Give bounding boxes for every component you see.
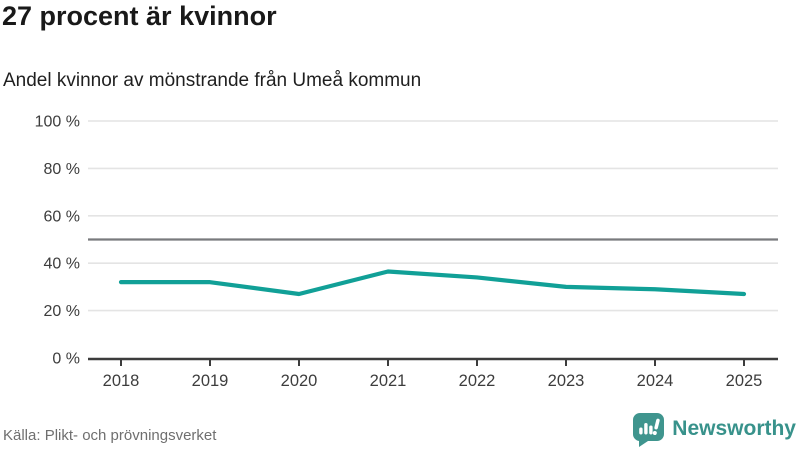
x-tick-label: 2025 xyxy=(726,372,763,390)
chart-subtitle: Andel kvinnor av mönstrande från Umeå ko… xyxy=(3,70,422,91)
newsworthy-wordmark: Newsworthy xyxy=(672,417,796,440)
y-tick-label: 40 % xyxy=(44,256,80,273)
chart-title: 27 procent är kvinnor xyxy=(2,1,277,31)
x-tick-label: 2024 xyxy=(637,372,674,390)
newsworthy-logo-icon xyxy=(633,412,665,447)
x-tick-label: 2023 xyxy=(548,372,585,390)
y-tick-label: 60 % xyxy=(44,208,80,225)
x-tick-label: 2021 xyxy=(370,372,407,390)
series-line xyxy=(118,269,747,297)
x-tick-label: 2020 xyxy=(281,372,318,390)
y-tick-label: 100 % xyxy=(35,114,80,131)
x-tick-label: 2019 xyxy=(192,372,229,390)
x-tick-label: 2018 xyxy=(103,372,140,390)
newsworthy-brand: Newsworthy xyxy=(632,411,796,447)
y-tick-label: 0 % xyxy=(52,351,80,368)
y-tick-label: 80 % xyxy=(44,161,80,178)
source-caption: Källa: Plikt- och prövningsverket xyxy=(3,427,217,444)
y-tick-label: 20 % xyxy=(44,303,80,320)
x-tick-label: 2022 xyxy=(459,372,496,390)
